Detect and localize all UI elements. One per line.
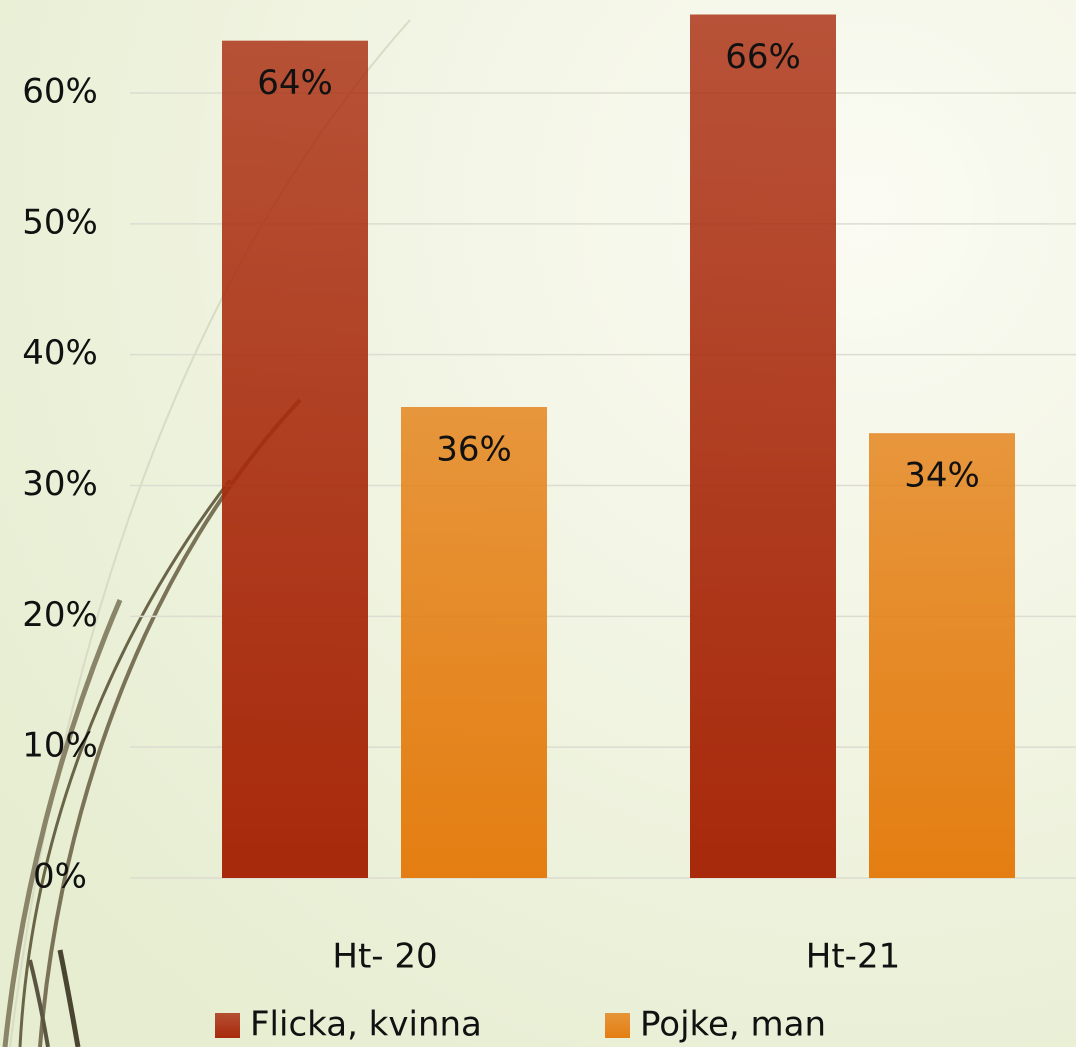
y-tick-label: 20% (22, 595, 98, 635)
legend-label: Flicka, kvinna (250, 1005, 482, 1045)
data-label: 36% (436, 430, 512, 470)
y-tick-label: 0% (33, 857, 87, 897)
y-tick-label: 40% (22, 333, 98, 373)
legend-label: Pojke, man (640, 1005, 826, 1045)
data-label: 34% (904, 456, 980, 496)
legend-swatch (215, 1013, 240, 1038)
bar (222, 40, 368, 878)
bar (690, 14, 836, 878)
legend-swatch (605, 1013, 630, 1038)
y-tick-label: 30% (22, 464, 98, 504)
y-tick-label: 10% (22, 726, 98, 766)
y-tick-label: 60% (22, 72, 98, 112)
data-label: 66% (725, 37, 801, 77)
x-tick-label: Ht-21 (806, 937, 900, 977)
data-label: 64% (257, 63, 333, 103)
bar (401, 407, 547, 878)
bar (869, 433, 1015, 878)
y-tick-label: 50% (22, 202, 98, 242)
x-tick-label: Ht- 20 (332, 937, 437, 977)
